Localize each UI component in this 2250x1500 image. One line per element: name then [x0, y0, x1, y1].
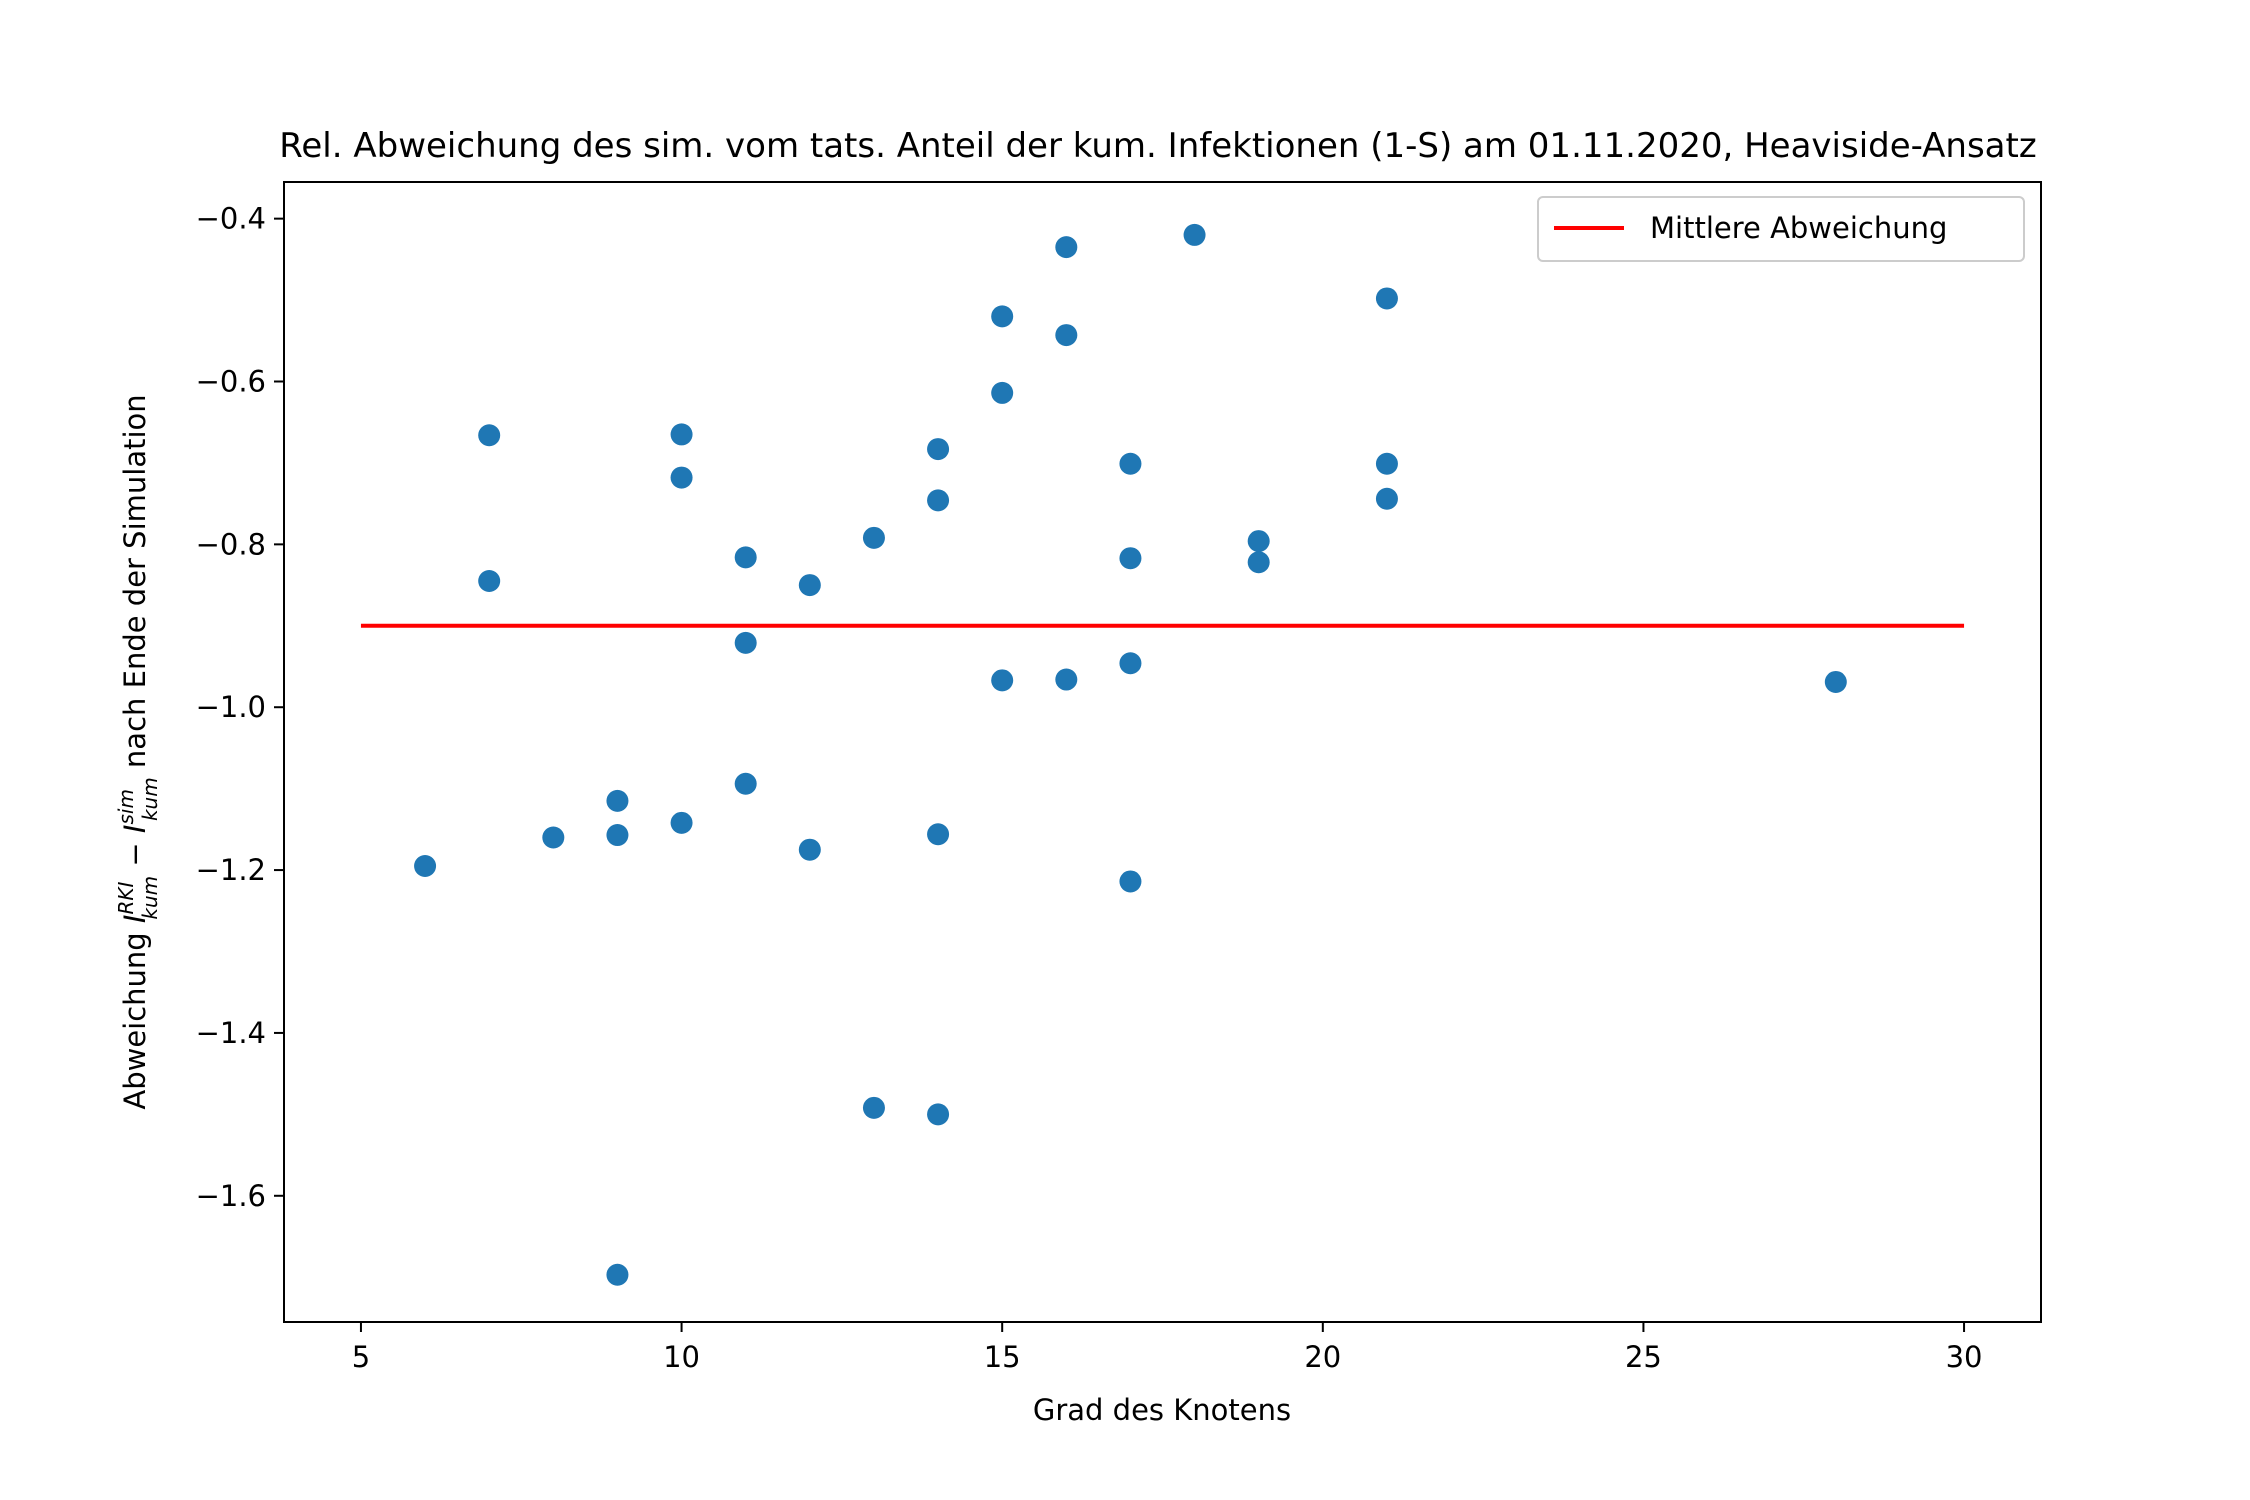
y-tick-label: −0.6 — [196, 365, 266, 399]
data-point — [478, 424, 501, 447]
y-axis-title-term2-sup: sim — [114, 789, 138, 824]
y-axis-title-term2-sub: kum — [138, 777, 162, 821]
data-point — [1247, 530, 1270, 553]
x-tick-label: 20 — [1304, 1340, 1341, 1374]
data-point — [670, 423, 693, 446]
data-point — [991, 305, 1014, 328]
data-point — [1183, 223, 1206, 246]
data-point — [927, 489, 950, 512]
data-point — [734, 631, 757, 654]
data-point — [862, 1096, 885, 1119]
data-point — [991, 381, 1014, 404]
y-axis-title-term1-base: I — [118, 915, 152, 924]
data-point — [798, 574, 821, 597]
y-axis-title-suffix: nach Ende der Simulation — [118, 394, 152, 777]
y-tick-label: −1.4 — [196, 1016, 266, 1050]
data-point — [798, 838, 821, 861]
x-tick-label: 5 — [352, 1340, 370, 1374]
y-axis-title-operator: − — [118, 833, 152, 876]
data-point — [1247, 551, 1270, 574]
data-point — [1824, 670, 1847, 693]
legend: Mittlere Abweichung — [1537, 196, 2025, 262]
y-tick-label: −1.0 — [196, 690, 266, 724]
data-point — [1119, 652, 1142, 675]
x-tick-label: 30 — [1946, 1340, 1983, 1374]
y-axis-title-term1-sub: kum — [138, 876, 162, 920]
data-point — [1375, 487, 1398, 510]
data-point — [991, 669, 1014, 692]
data-point — [862, 526, 885, 549]
data-point — [1375, 452, 1398, 475]
data-point — [1119, 870, 1142, 893]
data-point — [670, 466, 693, 489]
data-point — [542, 826, 565, 849]
plot-area — [283, 181, 2042, 1323]
data-point — [1119, 547, 1142, 570]
data-point — [734, 546, 757, 569]
data-point — [1055, 236, 1078, 259]
data-point — [670, 811, 693, 834]
data-point — [478, 570, 501, 592]
x-tick-label: 10 — [663, 1340, 700, 1374]
data-point — [1375, 287, 1398, 310]
x-tick-label: 25 — [1625, 1340, 1662, 1374]
y-tick-label: −0.4 — [196, 202, 266, 236]
data-point — [606, 789, 629, 812]
data-point — [606, 824, 629, 847]
y-tick-label: −0.8 — [196, 527, 266, 561]
legend-entry-mean: Mittlere Abweichung — [1650, 211, 1947, 245]
data-point — [1055, 668, 1078, 691]
y-tick-label: −1.2 — [196, 853, 266, 887]
legend-box — [1537, 196, 2025, 262]
x-axis-title: Grad des Knotens — [1033, 1393, 1291, 1427]
y-tick-label: −1.6 — [196, 1179, 266, 1213]
data-point — [734, 772, 757, 795]
data-point — [1055, 324, 1078, 347]
data-point — [414, 855, 437, 877]
y-axis-title-term1-sup: RKI — [114, 881, 138, 914]
scatter-points — [414, 223, 1847, 1286]
data-point — [927, 1103, 950, 1126]
data-point — [927, 823, 950, 846]
data-point — [927, 438, 950, 461]
y-axis-title: Abweichung IRKIkum − Isimkum nach Ende d… — [114, 394, 162, 1109]
data-point — [606, 1263, 629, 1286]
data-point — [1119, 452, 1142, 475]
y-axis-title-term2-base: I — [118, 825, 152, 834]
x-axis: 5 10 15 20 25 30 — [352, 1322, 1983, 1374]
y-axis-title-prefix: Abweichung — [118, 923, 152, 1110]
chart-title: Rel. Abweichung des sim. vom tats. Antei… — [279, 126, 2036, 166]
y-axis: −0.4 −0.6 −0.8 −1.0 −1.2 −1.4 −1.6 — [196, 202, 284, 1213]
x-tick-label: 15 — [984, 1340, 1021, 1374]
